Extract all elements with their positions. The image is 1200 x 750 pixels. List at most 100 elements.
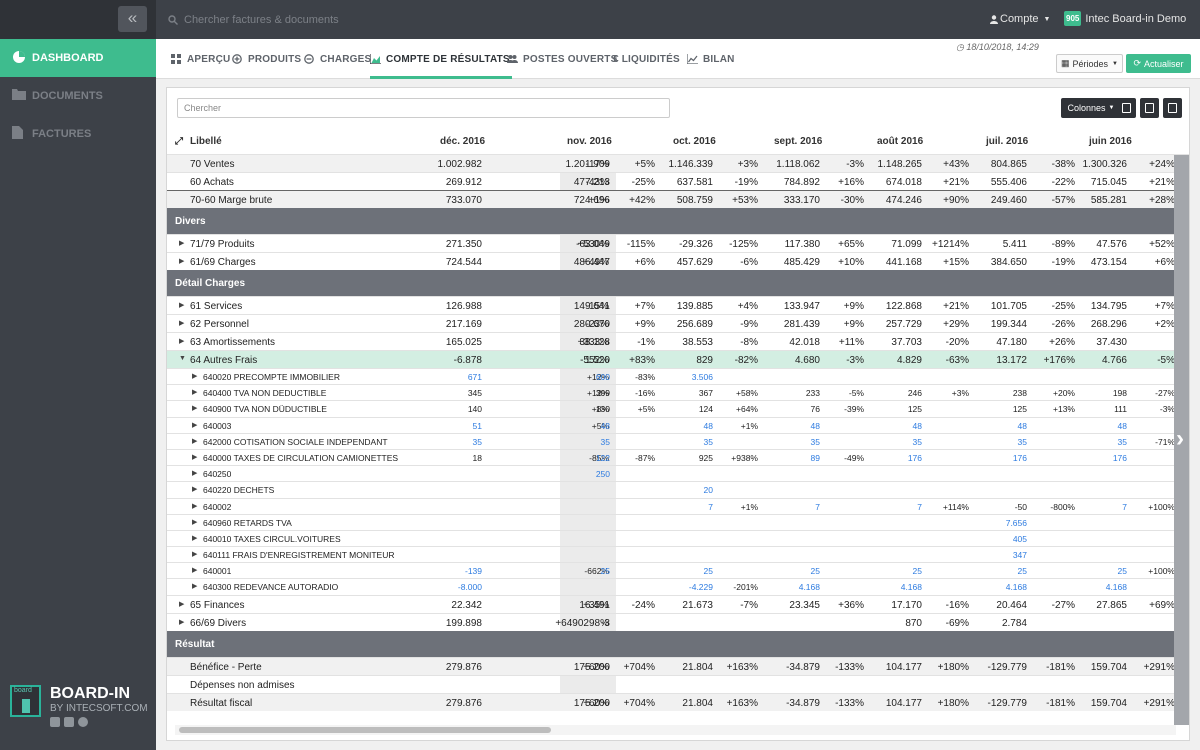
cell-value[interactable]: 35 <box>1117 436 1127 447</box>
column-header-month[interactable]: juin 2016 <box>1089 136 1132 147</box>
cell-value[interactable]: 48 <box>912 420 922 431</box>
caret-right-icon[interactable]: ▶ <box>192 486 198 494</box>
cell-value[interactable]: 250 <box>595 469 610 480</box>
tab-apercu[interactable]: APERÇU <box>171 39 230 79</box>
cell-value[interactable]: -8.000 <box>457 582 482 593</box>
caret-right-icon[interactable]: ▶ <box>179 618 185 626</box>
table-row[interactable]: ▶ 71/79 Produits 271.350 +530% -63.049 -115% -… <box>167 234 1189 252</box>
global-search-input[interactable]: Chercher factures & documents <box>168 12 468 28</box>
account-detail-row[interactable]: ▶ 640220 DECHETS 20 <box>167 481 1189 498</box>
cell-value[interactable]: 25 <box>1117 566 1127 577</box>
account-detail-row[interactable]: ▶ 640300 REDEVANCE AUTORADIO -8.000 -4.229 -… <box>167 578 1189 595</box>
cell-value[interactable]: 25 <box>1017 566 1027 577</box>
cell-value[interactable]: 35 <box>912 436 922 447</box>
cell-value[interactable]: -4.229 <box>688 582 713 593</box>
cell-value[interactable]: 35 <box>810 436 820 447</box>
column-header-month[interactable]: oct. 2016 <box>673 136 716 147</box>
column-header-month[interactable]: nov. 2016 <box>567 136 612 147</box>
cell-value[interactable]: 7.656 <box>1005 517 1027 528</box>
cell-value[interactable]: 48 <box>810 420 820 431</box>
caret-right-icon[interactable]: ▶ <box>179 600 185 608</box>
cell-value[interactable]: 20 <box>703 485 713 496</box>
cell-value[interactable]: 7 <box>815 501 820 512</box>
collapse-sidebar-button[interactable]: « <box>118 6 147 32</box>
table-row[interactable]: ▶ 61 Services 126.988 -15% 149.641 +7% 139.885… <box>167 296 1189 314</box>
account-detail-row[interactable]: ▶ 640010 TAXES CIRCUL.VOITURES 405 <box>167 529 1189 547</box>
caret-right-icon[interactable]: ▶ <box>192 567 198 575</box>
account-menu[interactable]: Compte ▼ <box>990 13 1050 25</box>
organization-switcher[interactable]: 905 Intec Board-in Demo <box>1064 11 1186 26</box>
caret-right-icon[interactable]: ▶ <box>192 373 198 380</box>
cell-value[interactable]: 7 <box>708 501 713 512</box>
cell-value[interactable]: 48 <box>1117 420 1127 431</box>
cell-value[interactable]: 35 <box>472 436 482 447</box>
caret-right-icon[interactable]: ▶ <box>179 338 185 345</box>
cell-value[interactable]: 48 <box>1017 420 1027 431</box>
caret-right-icon[interactable]: ▶ <box>192 421 198 429</box>
table-row[interactable]: ▶ 66/69 Divers 199.898 +6490298% -3 870 -69% 2.… <box>167 612 1189 631</box>
column-header-libelle[interactable]: Libellé <box>190 136 222 147</box>
account-detail-row[interactable]: ▶ 640111 FRAIS D'ENREGISTREMENT MONITEUR 3… <box>167 546 1189 563</box>
expand-all-icon[interactable]: ⤢ <box>175 136 183 147</box>
print-button[interactable] <box>1163 98 1182 118</box>
caret-right-icon[interactable]: ▶ <box>192 502 198 510</box>
account-detail-row[interactable]: ▶ 640002 7 +1% 7 7 +114% -50 -800% 7 +100% <box>167 497 1189 514</box>
caret-right-icon[interactable]: ▶ <box>192 534 198 542</box>
tab-compte-de-resultats[interactable]: COMPTE DE RÉSULTATS <box>369 39 512 79</box>
tab-bilan[interactable]: BILAN <box>686 39 735 79</box>
scrollbar-thumb[interactable] <box>179 727 551 733</box>
table-row[interactable]: ▶ 65 Finances 22.342 +35% 16.491 -24% 21.673 -7… <box>167 594 1189 613</box>
column-header-month[interactable]: déc. 2016 <box>440 136 486 147</box>
column-header-month[interactable]: juil. 2016 <box>986 136 1029 147</box>
account-detail-row[interactable]: ▶ 640250 250 <box>167 465 1189 482</box>
cell-value[interactable]: 4.168 <box>1105 582 1127 593</box>
next-columns-button[interactable]: › <box>1174 155 1189 725</box>
account-detail-row[interactable]: ▶ 640001 -139 -662% 25 25 25 25 25 25 +100% <box>167 562 1189 579</box>
table-search-input[interactable]: Chercher <box>177 98 670 118</box>
account-detail-row[interactable]: ▶ 640003 51 +5% 48 48 +1% 48 48 48 48 <box>167 416 1189 433</box>
caret-right-icon[interactable]: ▶ <box>179 320 185 327</box>
caret-down-icon[interactable]: ▼ <box>179 355 186 362</box>
cell-value[interactable]: 48 <box>703 420 713 431</box>
table-row[interactable]: ▶ 63 Amortissements 165.025 +333% 38.128 -1% 3… <box>167 332 1189 350</box>
columns-dropdown-button[interactable]: Colonnes ▼ <box>1061 98 1121 118</box>
cell-value[interactable]: 4.168 <box>798 582 820 593</box>
tab-postes-ouverts[interactable]: POSTES OUVERTS <box>507 39 618 79</box>
cell-value[interactable]: 4.168 <box>1005 582 1027 593</box>
caret-right-icon[interactable]: ▶ <box>192 583 198 591</box>
cell-value[interactable]: 35 <box>1017 436 1027 447</box>
cell-value[interactable]: 51 <box>472 420 482 431</box>
table-row[interactable]: ▶ 61/69 Charges 724.544 +49% 486.447 +6% 457.6… <box>167 252 1189 270</box>
caret-right-icon[interactable]: ▶ <box>192 470 198 478</box>
refresh-button[interactable]: ⟳ Actualiser <box>1126 54 1191 73</box>
column-header-month[interactable]: août 2016 <box>877 136 924 147</box>
caret-right-icon[interactable]: ▶ <box>192 453 198 461</box>
cell-value[interactable]: 25 <box>703 566 713 577</box>
account-detail-row[interactable]: ▶ 640020 PRECOMPTE IMMOBILIER 671 +12% 600 -8… <box>167 368 1189 385</box>
horizontal-scrollbar[interactable] <box>175 725 1176 735</box>
table-row[interactable]: ▼ 64 Autres Frais -6.878 -552% 1.520 +83% 829 -… <box>167 350 1189 368</box>
tab-produits[interactable]: PRODUITS <box>232 39 301 79</box>
cell-value[interactable]: 176 <box>1112 452 1127 463</box>
caret-right-icon[interactable]: ▶ <box>192 405 198 413</box>
periods-dropdown-button[interactable]: ▦ Périodes ▼ <box>1056 54 1123 73</box>
sidebar-item-documents[interactable]: DOCUMENTS <box>0 77 156 115</box>
cell-value[interactable]: 25 <box>810 566 820 577</box>
account-detail-row[interactable]: ▶ 640400 TVA NON DEDUCTIBLE 345 +12% 309 -16%… <box>167 384 1189 401</box>
account-detail-row[interactable]: ▶ 642000 COTISATION SOCIALE INDEPENDANT 35… <box>167 432 1189 449</box>
globe-icon[interactable] <box>78 717 88 727</box>
cell-value[interactable]: 347 <box>1012 550 1027 561</box>
cell-value[interactable]: 7 <box>1122 501 1127 512</box>
export-pdf-button[interactable] <box>1140 98 1159 118</box>
cell-value[interactable]: 25 <box>600 566 610 577</box>
table-row[interactable]: Bénéfice - Perte 279.876 +60% 175.200 +704% 2… <box>167 656 1189 675</box>
cell-value[interactable]: 3.506 <box>691 372 713 382</box>
caret-right-icon[interactable]: ▶ <box>179 258 185 265</box>
table-row[interactable]: Dépenses non admises <box>167 674 1189 693</box>
tab-liquidites[interactable]: € LIQUIDITÉS <box>613 39 680 79</box>
table-row[interactable]: 60 Achats 269.912 -43% 477.213 -25% 637.581 -1… <box>167 172 1189 190</box>
caret-right-icon[interactable]: ▶ <box>192 389 198 397</box>
cell-value[interactable]: 600 <box>595 372 610 382</box>
account-detail-row[interactable]: ▶ 640900 TVA NON DÜDUCTIBLE 140 +8% 130 +5% 12… <box>167 400 1189 417</box>
facebook-icon[interactable] <box>50 717 60 727</box>
